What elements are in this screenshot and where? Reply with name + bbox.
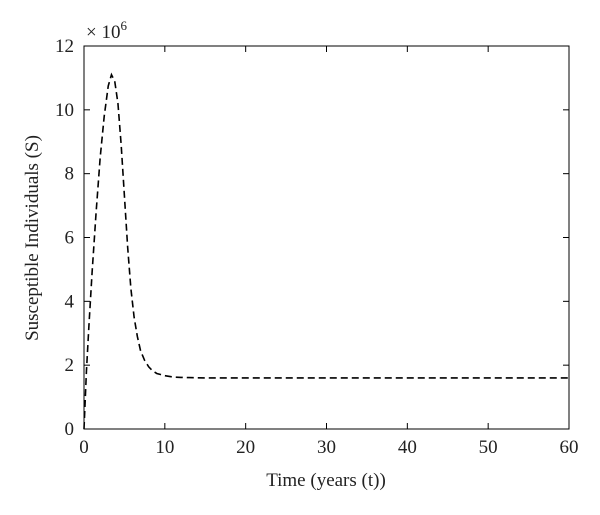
y-tick-labels: 0 2 4 6 8 10 12 <box>55 36 75 440</box>
y-tick-label: 8 <box>65 164 75 185</box>
x-tick-label: 30 <box>317 437 336 458</box>
series-line-susceptible <box>83 72 569 430</box>
x-tick-labels: 0 10 20 30 40 50 60 <box>79 437 578 458</box>
y-tick-label: 10 <box>55 100 74 121</box>
y-multiplier-label: × 106 <box>86 18 127 43</box>
plot-area <box>83 45 570 430</box>
y-tick-label: 0 <box>65 419 75 440</box>
y-axis-title: Susceptible Individuals (S) <box>22 135 43 341</box>
x-tick-label: 10 <box>155 437 174 458</box>
y-tick-label: 2 <box>65 355 75 376</box>
x-tick-label: 50 <box>479 437 498 458</box>
x-tick-label: 60 <box>560 437 579 458</box>
y-tick-label: 6 <box>65 228 75 249</box>
y-tick-label: 4 <box>65 291 75 312</box>
axis-ticks <box>83 45 570 430</box>
x-tick-label: 40 <box>398 437 417 458</box>
x-axis-title: Time (years (t)) <box>266 470 386 491</box>
x-tick-label: 20 <box>236 437 255 458</box>
y-tick-label: 12 <box>55 36 74 57</box>
x-tick-label: 0 <box>79 437 89 458</box>
